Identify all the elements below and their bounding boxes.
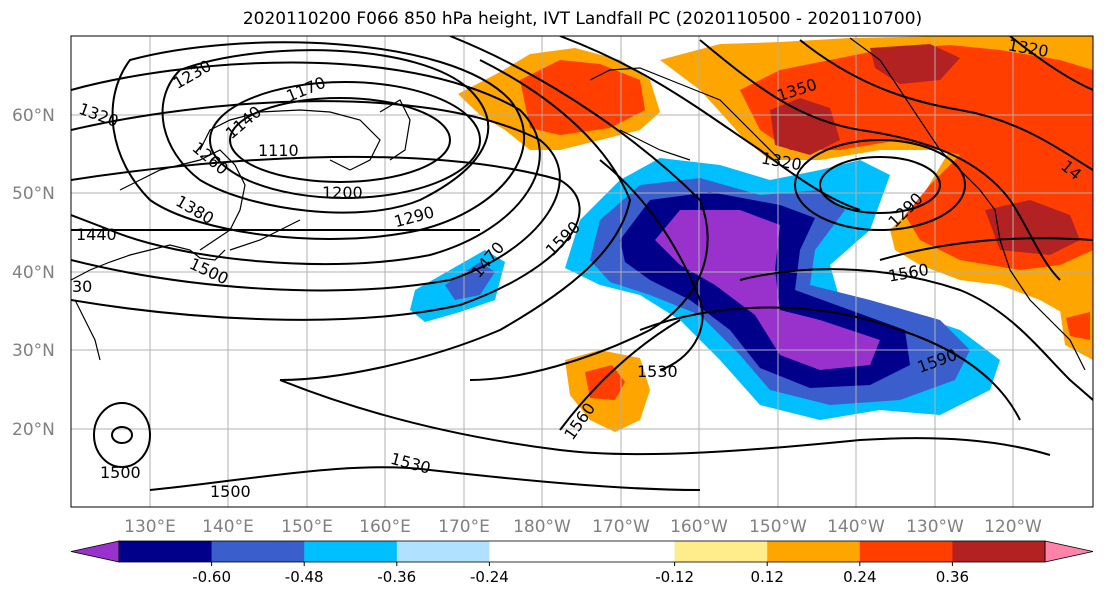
lat-tick-label: 20°N — [12, 420, 55, 440]
colorbar-segment — [304, 541, 398, 562]
colorbar-tick-label: 0.36 — [936, 568, 969, 586]
colorbar-extend-high — [1044, 540, 1094, 563]
colorbar-segment — [211, 541, 305, 562]
map-title: 2020110200 F066 850 hPa height, IVT Land… — [242, 9, 923, 29]
colorbar-tick-label: -0.48 — [285, 568, 324, 586]
longitude-axis: 130°E 140°E 150°E 160°E 170°E 180°W 170°… — [124, 517, 1042, 537]
colorbar-segment — [952, 541, 1046, 562]
colorbar-tick-label: -0.12 — [655, 568, 694, 586]
lon-tick-label: 130°E — [124, 517, 176, 537]
lon-tick-label: 150°W — [749, 517, 807, 537]
lat-tick-label: 60°N — [12, 106, 55, 126]
lat-tick-label: 40°N — [12, 263, 55, 283]
colorbar-tick-label: -0.36 — [377, 568, 416, 586]
contour-label: 30 — [72, 277, 92, 296]
colorbar-tick-label: 0.24 — [843, 568, 876, 586]
lon-tick-label: 150°E — [281, 517, 333, 537]
colorbar-segment — [582, 541, 676, 562]
lon-tick-label: 160°E — [359, 517, 411, 537]
lon-tick-label: 170°E — [438, 517, 490, 537]
colorbar-tick-label: -0.60 — [192, 568, 231, 586]
colorbar-outline — [118, 540, 1046, 563]
colorbar-segment — [767, 541, 861, 562]
lon-tick-label: 180°W — [513, 517, 571, 537]
colorbar-tick-label: 0.12 — [750, 568, 783, 586]
colorbar-segment — [396, 541, 490, 562]
ivt-positive-anomaly-south — [565, 350, 650, 432]
contour-label: 1500 — [210, 482, 251, 501]
map-frame — [70, 35, 1094, 508]
ivt-positive-anomaly-northeast — [660, 36, 1093, 360]
contour-label: 1440 — [76, 225, 117, 244]
contour-label: 1530 — [637, 362, 678, 381]
lat-tick-label: 30°N — [12, 341, 55, 361]
contour-label: 1110 — [258, 141, 299, 160]
lon-tick-label: 130°W — [906, 517, 964, 537]
colorbar-segment — [674, 541, 768, 562]
colorbar-extend-low — [70, 540, 120, 563]
lon-tick-label: 120°W — [984, 517, 1042, 537]
lon-tick-label: 160°W — [670, 517, 728, 537]
colorbar-segment — [859, 541, 953, 562]
contour-label: 1500 — [100, 463, 141, 482]
lon-tick-label: 140°E — [202, 517, 254, 537]
colorbar: -0.60 -0.48 -0.36 -0.24 -0.12 0.12 0.24 0.36 — [70, 540, 1094, 586]
graticule — [71, 36, 1093, 507]
lon-tick-label: 170°W — [592, 517, 650, 537]
latitude-axis: 60°N 50°N 40°N 30°N 20°N — [12, 106, 55, 440]
lon-tick-label: 140°W — [827, 517, 885, 537]
colorbar-tick-label: -0.24 — [470, 568, 509, 586]
lat-tick-label: 50°N — [12, 184, 55, 204]
coastlines — [71, 37, 1086, 371]
contour-label: 1200 — [322, 183, 363, 202]
colorbar-segment — [489, 541, 583, 562]
colorbar-segment — [119, 541, 213, 562]
height-contours — [71, 36, 1093, 491]
